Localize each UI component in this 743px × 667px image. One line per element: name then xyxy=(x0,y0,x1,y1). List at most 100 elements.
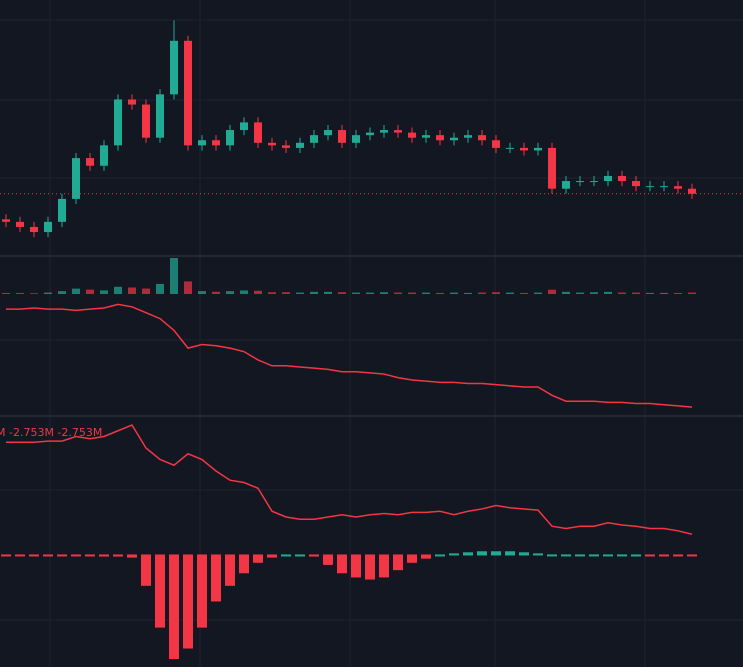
volume-bar xyxy=(72,288,80,294)
volume-bar xyxy=(282,292,290,294)
indicator-legend: M -2.753M -2.753M xyxy=(0,426,102,439)
candle-body xyxy=(604,175,612,182)
candle-body xyxy=(450,137,458,141)
candle-body xyxy=(492,140,500,148)
volume-bar xyxy=(576,292,584,294)
histogram-bar xyxy=(169,554,179,659)
histogram-bar xyxy=(295,554,305,557)
volume-bar xyxy=(268,292,276,294)
histogram-bar xyxy=(197,554,207,628)
histogram-bar xyxy=(155,554,165,628)
volume-bar xyxy=(2,292,10,294)
candle-body xyxy=(338,130,346,143)
candle-body xyxy=(128,99,136,105)
histogram-bar xyxy=(575,554,585,557)
candle-body xyxy=(436,135,444,141)
volume-bar xyxy=(506,292,514,294)
volume-bar xyxy=(562,291,570,294)
candle-body xyxy=(114,99,122,146)
volume-bar xyxy=(618,292,626,294)
volume-bar xyxy=(156,283,164,294)
histogram-bar xyxy=(561,554,571,557)
histogram-bar xyxy=(519,552,529,556)
volume-bar xyxy=(548,289,556,294)
volume-bar xyxy=(58,291,66,294)
candle-body xyxy=(282,145,290,148)
histogram-bar xyxy=(43,554,53,557)
volume-bar xyxy=(114,286,122,294)
histogram-bar xyxy=(393,554,403,571)
candle-body xyxy=(674,186,682,189)
volume-bar xyxy=(394,292,402,294)
candle-body xyxy=(688,188,696,194)
candle-body xyxy=(100,145,108,166)
indicator-line xyxy=(6,424,693,535)
candle-body xyxy=(464,135,472,138)
histogram-bar xyxy=(57,554,67,557)
volume-bar xyxy=(128,287,136,294)
histogram-bar xyxy=(85,554,95,557)
candle-body xyxy=(226,130,234,146)
candle-body xyxy=(2,219,10,222)
volume-bar xyxy=(422,292,430,294)
volume-bar xyxy=(184,281,192,294)
histogram-bar xyxy=(337,554,347,574)
histogram-bar xyxy=(505,551,515,556)
histogram-bar xyxy=(225,554,235,586)
histogram-bar xyxy=(281,554,291,557)
histogram-bar xyxy=(449,553,459,556)
volume-bar xyxy=(352,292,360,294)
candle-body xyxy=(576,181,584,183)
volume-bar xyxy=(170,258,178,294)
histogram-bar xyxy=(477,551,487,556)
candle-body xyxy=(534,147,542,151)
candle-body xyxy=(142,104,150,138)
volume-bar xyxy=(30,293,38,294)
histogram-bar xyxy=(659,554,669,557)
volume-bar xyxy=(324,291,332,294)
volume-bar xyxy=(660,292,668,294)
histogram-bar xyxy=(589,554,599,557)
histogram-bar xyxy=(71,554,81,557)
histogram-bar xyxy=(421,554,431,559)
candle-body xyxy=(268,142,276,146)
volume-bar xyxy=(226,291,234,294)
histogram-bar xyxy=(435,554,445,557)
histogram-bar xyxy=(547,554,557,557)
volume-bar xyxy=(688,292,696,294)
candle-body xyxy=(310,135,318,143)
candle-body xyxy=(394,130,402,133)
histogram-bar xyxy=(631,554,641,557)
candle-body xyxy=(380,130,388,133)
histogram-bar xyxy=(253,554,263,563)
volume-bar xyxy=(450,292,458,294)
histogram-bar xyxy=(603,554,613,557)
volume-bar xyxy=(44,292,52,294)
volume-bar xyxy=(436,292,444,294)
candle-body xyxy=(562,181,570,189)
volume-bar xyxy=(464,292,472,294)
volume-bar xyxy=(380,292,388,294)
histogram-bar xyxy=(463,552,473,556)
candle-body xyxy=(212,140,220,146)
candle-body xyxy=(590,181,598,183)
volume-bar xyxy=(296,292,304,294)
volume-bar xyxy=(100,290,108,294)
volume-bar xyxy=(520,292,528,294)
histogram-bar xyxy=(645,554,655,557)
volume-bar xyxy=(254,290,262,294)
histogram-bar xyxy=(323,554,333,565)
candle-body xyxy=(324,130,332,136)
histogram-bar xyxy=(687,554,697,557)
volume-bar xyxy=(212,291,220,294)
candle-body xyxy=(184,40,192,146)
volume-bar xyxy=(310,291,318,294)
volume-bar xyxy=(646,292,654,294)
volume-bar xyxy=(674,292,682,294)
indicator-line xyxy=(6,303,693,408)
candle-body xyxy=(156,94,164,138)
volume-bar xyxy=(86,289,94,294)
volume-bar xyxy=(198,291,206,294)
